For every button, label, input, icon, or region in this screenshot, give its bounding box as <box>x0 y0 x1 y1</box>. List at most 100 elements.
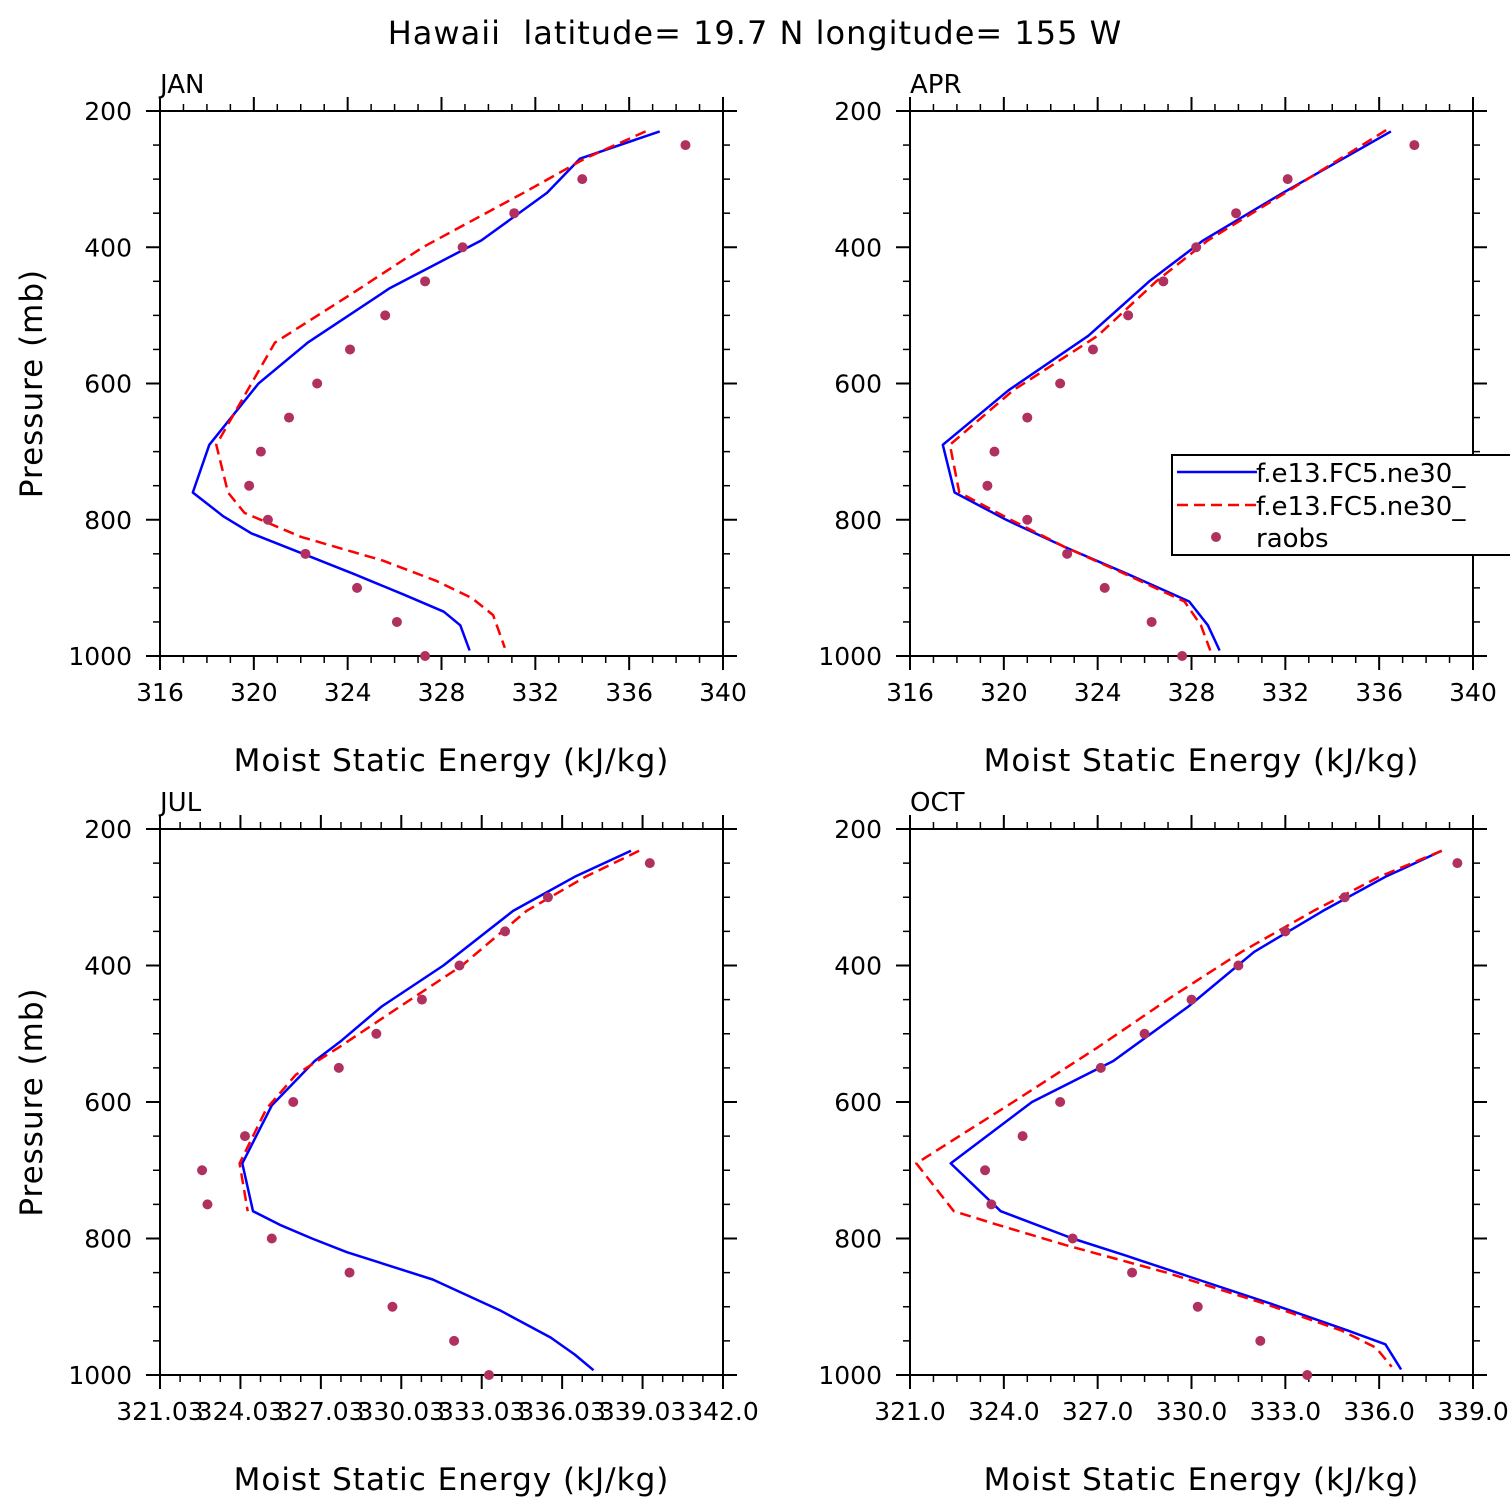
raobs-point <box>255 446 266 457</box>
raobs-point <box>202 1199 213 1210</box>
raobs-point <box>500 926 511 937</box>
y-axis-label: Pressure (mb) <box>14 987 50 1216</box>
raobs-point <box>1282 174 1293 185</box>
legend-label-raobs: raobs <box>1256 524 1329 554</box>
x-tick-label: 324 <box>1074 678 1122 707</box>
raobs-point <box>1452 858 1463 869</box>
raobs-point <box>391 616 402 627</box>
series-line-model-a <box>241 849 632 1372</box>
raobs-point <box>577 174 588 185</box>
raobs-point <box>1055 1097 1066 1107</box>
panel-label-oct: OCT <box>910 788 965 818</box>
raobs-point <box>986 1199 997 1210</box>
x-axis-label: Moist Static Energy (kJ/kg) <box>234 743 670 779</box>
raobs-point <box>509 208 520 219</box>
y-tick-label: 600 <box>834 370 882 399</box>
panel-oct: OCT 321.0 324.0 327.0 330.0 333.0 336.0 339.0 20… <box>818 788 1508 1498</box>
series-line-model-b <box>238 849 640 1212</box>
x-tick-label: 321.03 <box>116 1397 203 1426</box>
raobs-point <box>244 480 255 491</box>
raobs-point <box>300 548 311 559</box>
raobs-point <box>1087 344 1098 355</box>
x-tick-label: 316 <box>886 678 934 707</box>
x-tick-label: 336.03 <box>518 1397 605 1426</box>
x-tick-label: 321.0 <box>874 1397 946 1426</box>
raobs-point <box>980 1165 991 1176</box>
raobs-point <box>1146 616 1157 627</box>
raobs-point <box>239 1131 250 1142</box>
raobs-point <box>1062 548 1073 559</box>
raobs-point <box>1095 1062 1106 1073</box>
figure-title: Hawaii latitude= 19.7 N longitude= 155 W <box>388 14 1123 52</box>
raobs-point <box>197 1165 208 1176</box>
raobs-point <box>1186 994 1197 1005</box>
raobs-point <box>1302 1370 1313 1380</box>
y-axis-label: Pressure (mb) <box>14 269 50 498</box>
raobs-point <box>542 892 553 903</box>
raobs-point <box>1022 412 1033 423</box>
x-tick-label: 330.0 <box>1156 1397 1228 1426</box>
series-line-model-b <box>915 849 1443 1368</box>
x-tick-label: 336 <box>1355 678 1403 707</box>
y-tick-label: 400 <box>834 233 882 262</box>
y-tick-label: 200 <box>834 97 882 126</box>
x-tick-label: 330.03 <box>358 1397 445 1426</box>
raobs-point <box>1233 960 1244 971</box>
y-tick-label: 800 <box>84 1225 132 1254</box>
raobs-point <box>1158 276 1169 287</box>
plot-frame <box>909 110 1474 657</box>
raobs-point <box>1339 892 1350 903</box>
raobs-point <box>1022 514 1033 525</box>
raobs-point <box>449 1335 460 1346</box>
raobs-point <box>284 412 295 423</box>
plot-frame <box>159 828 724 1376</box>
raobs-point <box>352 582 363 593</box>
raobs-point <box>387 1301 398 1312</box>
raobs-point <box>420 651 431 661</box>
raobs-point <box>262 514 273 525</box>
x-tick-label: 324 <box>324 678 372 707</box>
y-tick-label: 600 <box>84 1088 132 1117</box>
raobs-point <box>982 480 993 491</box>
series-line-model-a <box>941 130 1392 652</box>
series-line-model-a <box>191 130 661 651</box>
x-tick-label: 327.0 <box>1062 1397 1134 1426</box>
y-tick-label: 600 <box>84 370 132 399</box>
panel-jul: JUL321.03324.03327.03330.03333.03336.033… <box>14 788 759 1498</box>
legend: f.e13.FC5.ne30_ f.e13.FC5.ne30_ raobs <box>1171 454 1510 556</box>
panels: JAN 316 320 324 328 332 336 340 200 400 600 800 1000… <box>14 70 1509 1498</box>
y-tick-label: 600 <box>834 1088 882 1117</box>
raobs-point <box>333 1062 344 1073</box>
y-tick-label: 200 <box>84 815 132 844</box>
panel-label-apr: APR <box>910 70 962 100</box>
x-tick-label: 340 <box>1449 678 1497 707</box>
x-tick-label: 320 <box>230 678 278 707</box>
x-axis-label: Moist Static Energy (kJ/kg) <box>984 743 1420 779</box>
panel-jan: JAN 316 320 324 328 332 336 340 200 400 600 800 1000… <box>14 70 747 779</box>
raobs-point <box>1280 926 1291 937</box>
raobs-point <box>420 276 431 287</box>
x-tick-label: 340 <box>699 678 747 707</box>
x-tick-label: 332 <box>511 678 559 707</box>
raobs-point <box>345 344 356 355</box>
x-tick-label: 332 <box>1261 678 1309 707</box>
series-line-model-b <box>948 129 1387 651</box>
raobs-point <box>1067 1233 1078 1244</box>
x-tick-label: 342.0 <box>687 1397 759 1426</box>
x-tick-label: 328 <box>1168 678 1216 707</box>
raobs-point <box>1192 1301 1203 1312</box>
raobs-point <box>380 310 391 321</box>
x-tick-label: 339.03 <box>599 1397 686 1426</box>
raobs-point <box>1139 1028 1150 1039</box>
x-tick-label: 333.0 <box>1250 1397 1322 1426</box>
raobs-point <box>644 858 655 869</box>
series-line-model-b <box>215 130 647 649</box>
x-tick-label: 324.03 <box>197 1397 284 1426</box>
x-tick-label: 316 <box>136 678 184 707</box>
plot-frame <box>909 828 1474 1376</box>
raobs-point <box>312 378 323 389</box>
raobs-point <box>266 1233 277 1244</box>
legend-label-model-b: f.e13.FC5.ne30_ <box>1256 492 1466 522</box>
y-tick-label: 200 <box>84 97 132 126</box>
